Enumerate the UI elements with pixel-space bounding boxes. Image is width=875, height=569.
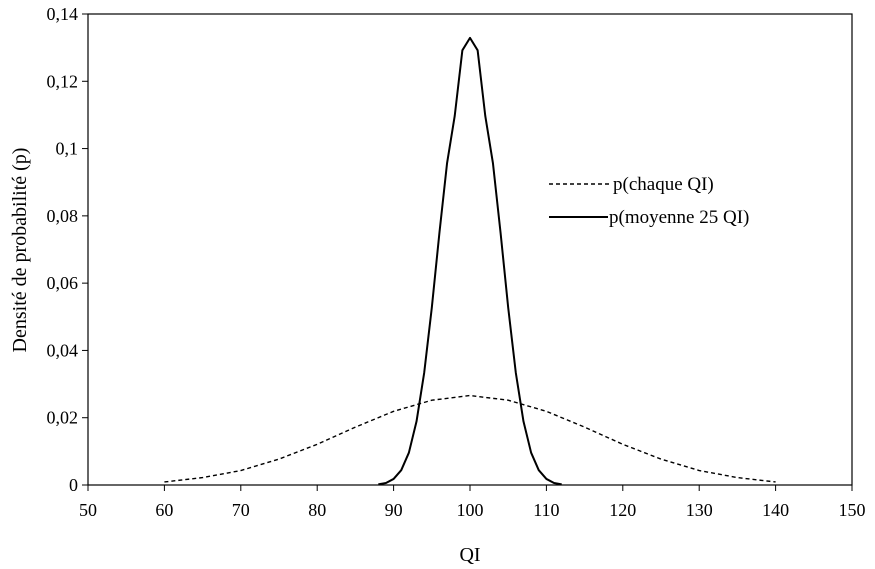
y-tick-label: 0,02 [47, 408, 79, 428]
x-axis-title: QI [459, 544, 480, 566]
x-tick-label: 60 [155, 500, 173, 520]
y-tick-label: 0,08 [47, 206, 79, 226]
legend-label: p(chaque QI) [613, 174, 714, 195]
y-tick-label: 0,06 [47, 273, 79, 293]
y-tick-label: 0,1 [56, 139, 79, 159]
x-tick-label: 120 [609, 500, 636, 520]
y-tick-label: 0,04 [47, 340, 79, 360]
series-layer [164, 36, 776, 486]
y-tick-label: 0,14 [47, 4, 79, 24]
y-axis-title: Densité de probabilité (p) [9, 148, 31, 353]
x-tick-label: 100 [457, 500, 484, 520]
x-tick-label: 140 [762, 500, 789, 520]
plot-area [87, 13, 853, 486]
legend-label: p(moyenne 25 QI) [609, 207, 749, 228]
x-tick-label: 90 [385, 500, 403, 520]
y-axis-ticks: 0 0,02 0,04 0,06 0,08 0,1 0,12 0,14 [47, 4, 88, 495]
x-tick-label: 50 [79, 500, 97, 520]
x-tick-label: 80 [308, 500, 326, 520]
x-tick-label: 110 [533, 500, 559, 520]
series-line-moyenne-25-qi [378, 36, 562, 486]
x-tick-label: 150 [839, 500, 866, 520]
x-axis-ticks: 50 60 70 80 90 100 110 120 130 140 150 [79, 485, 866, 520]
y-tick-label: 0,12 [47, 71, 79, 91]
x-tick-label: 70 [232, 500, 250, 520]
x-tick-label: 130 [686, 500, 713, 520]
y-tick-label: 0 [69, 475, 78, 495]
series-line-chaque-qi [164, 394, 776, 483]
legend: p(chaque QI) p(moyenne 25 QI) [549, 174, 749, 228]
